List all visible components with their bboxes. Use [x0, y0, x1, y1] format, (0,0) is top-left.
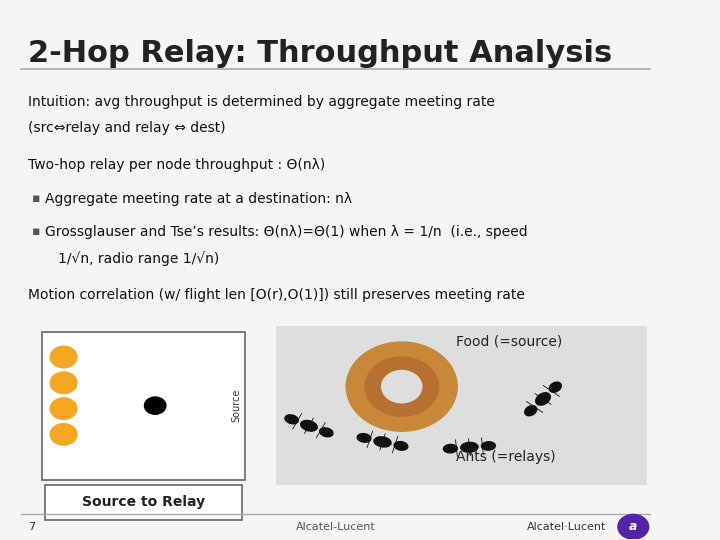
Circle shape [50, 398, 77, 420]
FancyBboxPatch shape [45, 485, 242, 520]
Text: Alcatel·Lucent: Alcatel·Lucent [527, 523, 606, 532]
Circle shape [50, 346, 77, 368]
FancyBboxPatch shape [42, 332, 246, 480]
Text: 2-Hop Relay: Throughput Analysis: 2-Hop Relay: Throughput Analysis [28, 39, 613, 68]
Ellipse shape [525, 406, 536, 416]
Ellipse shape [482, 442, 495, 450]
Text: Food (=source): Food (=source) [456, 334, 562, 348]
Circle shape [618, 515, 649, 539]
Ellipse shape [461, 442, 478, 452]
Circle shape [50, 424, 77, 445]
Text: Grossglauser and Tse’s results: Θ(nλ)=Θ(1) when λ = 1/n  (i.e., speed: Grossglauser and Tse’s results: Θ(nλ)=Θ(… [45, 225, 528, 239]
Text: Alcatel-Lucent: Alcatel-Lucent [296, 523, 376, 532]
Text: a: a [629, 521, 637, 534]
Text: Aggregate meeting rate at a destination: nλ: Aggregate meeting rate at a destination:… [45, 192, 352, 206]
Text: (src⇔relay and relay ⇔ dest): (src⇔relay and relay ⇔ dest) [28, 121, 226, 135]
Ellipse shape [285, 415, 298, 424]
Circle shape [346, 342, 457, 431]
Text: Ants (=relays): Ants (=relays) [456, 450, 555, 464]
Ellipse shape [536, 393, 550, 405]
Text: Motion correlation (w/ flight len [O(r),O(1)]) still preserves meeting rate: Motion correlation (w/ flight len [O(r),… [28, 288, 525, 302]
Ellipse shape [549, 382, 562, 392]
Text: 7: 7 [28, 523, 35, 532]
Text: ▪: ▪ [32, 192, 40, 205]
Circle shape [365, 357, 438, 416]
Text: Source to Relay: Source to Relay [82, 495, 205, 509]
Ellipse shape [374, 437, 391, 447]
Text: ▪: ▪ [32, 225, 40, 239]
Ellipse shape [444, 444, 457, 453]
Ellipse shape [394, 442, 408, 450]
Ellipse shape [357, 434, 371, 442]
Circle shape [382, 370, 422, 403]
Text: Intuition: avg throughput is determined by aggregate meeting rate: Intuition: avg throughput is determined … [28, 96, 495, 110]
Ellipse shape [320, 428, 333, 437]
Ellipse shape [301, 421, 318, 431]
Text: Source: Source [232, 389, 242, 422]
Circle shape [50, 372, 77, 394]
Text: Two-hop relay per node throughput : Θ(nλ): Two-hop relay per node throughput : Θ(nλ… [28, 158, 325, 172]
Circle shape [145, 397, 166, 414]
Text: 1/√n, radio range 1/√n): 1/√n, radio range 1/√n) [58, 251, 220, 266]
FancyBboxPatch shape [276, 326, 647, 485]
